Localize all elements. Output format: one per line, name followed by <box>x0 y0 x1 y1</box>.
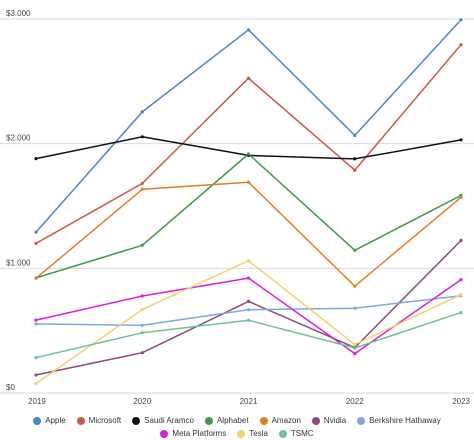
legend-label: Apple <box>45 416 66 425</box>
y-tick-label: $3.000 <box>6 9 31 18</box>
series-lines <box>35 19 462 385</box>
legend-swatch <box>33 416 42 425</box>
legend-item-saudi-aramco[interactable]: Saudi Aramco <box>132 416 194 425</box>
legend-label: Saudi Aramco <box>144 416 194 425</box>
data-point-amazon <box>353 284 357 288</box>
data-point-amazon <box>34 276 38 280</box>
legend-item-microsoft[interactable]: Microsoft <box>76 416 122 425</box>
legend-swatch <box>357 416 366 425</box>
data-point-alphabet <box>246 152 251 156</box>
x-tick-label: 2021 <box>240 397 258 406</box>
legend-swatch <box>259 416 268 425</box>
data-point-nvidia <box>246 299 251 303</box>
y-tick-label: $1.000 <box>6 258 31 267</box>
legend-swatch <box>160 429 169 438</box>
x-axis-ticks: 2019 2020 2021 2022 2023 <box>28 397 471 406</box>
data-point-saudi-aramco <box>34 157 38 161</box>
data-point-tesla <box>353 342 357 347</box>
data-point-alphabet <box>140 243 144 247</box>
legend-row: Meta Platforms Tesla TSMC <box>0 427 474 440</box>
data-point-microsoft <box>459 43 463 47</box>
legend: Apple Microsoft Saudi Aramco Alphabet Amazon… <box>0 414 474 440</box>
data-point-apple <box>140 110 144 114</box>
x-tick-label: 2020 <box>133 397 151 406</box>
data-point-tesla <box>246 259 251 263</box>
data-point-alphabet <box>353 248 357 252</box>
data-point-microsoft <box>140 181 144 186</box>
data-point-meta-platforms <box>353 352 357 356</box>
data-point-apple <box>353 133 357 138</box>
legend-label: Tesla <box>249 429 268 438</box>
data-point-microsoft <box>246 76 251 80</box>
legend-item-tesla[interactable]: Tesla <box>237 429 268 438</box>
gridlines <box>0 18 474 394</box>
data-point-meta-platforms <box>140 294 144 298</box>
data-point-berkshire-hathaway <box>34 322 38 326</box>
data-point-amazon <box>140 187 144 191</box>
data-point-apple <box>34 230 38 234</box>
legend-item-meta-platforms[interactable]: Meta Platforms <box>160 429 226 438</box>
data-point-nvidia <box>34 373 38 377</box>
data-point-amazon <box>459 195 463 199</box>
data-point-tsmc <box>140 331 144 335</box>
legend-item-nvidia[interactable]: Nvidia <box>311 416 347 425</box>
data-point-tesla <box>34 381 38 386</box>
y-tick-label: $2.000 <box>6 134 31 143</box>
data-point-microsoft <box>34 241 38 245</box>
line-chart: $0 $1.000 $2.000 $3.000 2019 2020 2021 2022 202… <box>0 9 474 406</box>
data-point-meta-platforms <box>246 276 251 280</box>
data-point-berkshire-hathaway <box>140 323 144 327</box>
y-tick-label: $0 <box>6 383 15 392</box>
data-point-tesla <box>459 293 463 297</box>
x-tick-label: 2019 <box>28 397 46 406</box>
data-point-amazon <box>246 180 251 184</box>
data-point-berkshire-hathaway <box>246 308 251 312</box>
data-point-tsmc <box>353 346 357 350</box>
legend-label: TSMC <box>290 429 314 438</box>
data-point-tesla <box>140 307 144 312</box>
legend-item-berkshire-hathaway[interactable]: Berkshire Hathaway <box>357 416 441 425</box>
data-point-nvidia <box>459 238 463 243</box>
legend-label: Berkshire Hathaway <box>369 416 441 425</box>
x-tick-label: 2023 <box>452 397 470 406</box>
data-point-nvidia <box>140 351 144 355</box>
legend-label: Microsoft <box>88 416 122 425</box>
data-point-tsmc <box>246 318 251 322</box>
data-point-saudi-aramco <box>459 138 463 142</box>
data-point-tsmc <box>34 355 38 360</box>
legend-label: Nvidia <box>323 416 347 425</box>
data-point-meta-platforms <box>459 278 463 282</box>
legend-label: Alphabet <box>216 416 249 425</box>
legend-item-apple[interactable]: Apple <box>33 416 66 425</box>
y-axis-ticks: $0 $1.000 $2.000 $3.000 <box>6 9 31 392</box>
legend-swatch <box>204 416 213 425</box>
data-point-meta-platforms <box>34 318 38 322</box>
series-line-apple <box>35 19 462 233</box>
legend-item-tsmc[interactable]: TSMC <box>278 429 314 438</box>
data-point-apple <box>246 28 251 32</box>
legend-swatch <box>311 416 320 425</box>
legend-row: Apple Microsoft Saudi Aramco Alphabet Amazon… <box>0 414 474 427</box>
data-point-apple <box>459 18 463 22</box>
data-point-saudi-aramco <box>140 135 144 139</box>
x-tick-label: 2022 <box>346 397 364 406</box>
legend-swatch <box>237 429 246 438</box>
legend-label: Amazon <box>271 416 301 425</box>
data-point-berkshire-hathaway <box>353 306 357 310</box>
legend-swatch <box>132 416 141 425</box>
data-point-tsmc <box>459 310 463 315</box>
legend-item-alphabet[interactable]: Alphabet <box>204 416 249 425</box>
series-line-amazon <box>35 181 462 287</box>
legend-label: Meta Platforms <box>172 429 227 438</box>
legend-swatch <box>76 416 85 425</box>
series-points <box>34 18 463 386</box>
data-point-saudi-aramco <box>353 157 357 161</box>
legend-swatch <box>278 429 287 438</box>
data-point-microsoft <box>353 168 357 172</box>
legend-item-amazon[interactable]: Amazon <box>259 416 301 425</box>
